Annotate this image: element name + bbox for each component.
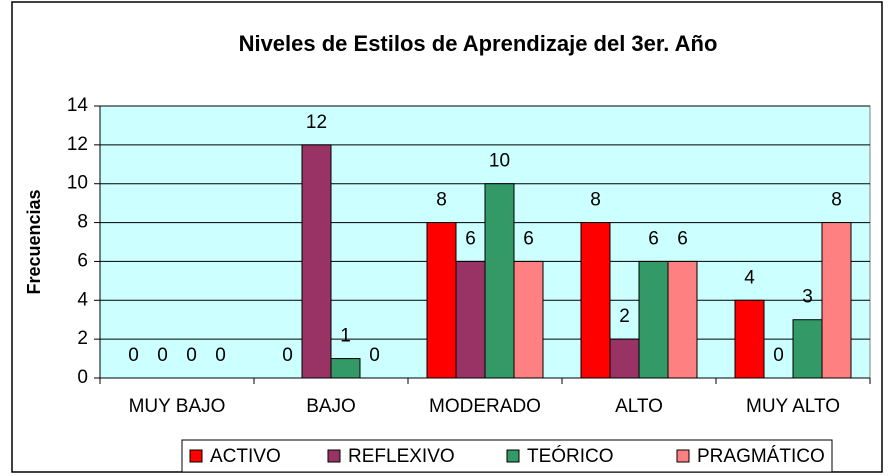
- legend-label: TEÓRICO: [527, 445, 614, 467]
- bar: [455, 260, 486, 379]
- value-label: 12: [306, 112, 327, 133]
- bar: [580, 222, 611, 379]
- value-label: 0: [128, 345, 139, 366]
- value-label: 6: [465, 228, 476, 249]
- bar: [609, 338, 640, 379]
- x-tick-label: ALTO: [615, 396, 663, 417]
- legend-swatch: [189, 449, 203, 463]
- y-tick-label: 4: [77, 289, 88, 310]
- value-label: 0: [215, 345, 226, 366]
- chart-title: Niveles de Estilos de Aprendizaje del 3e…: [239, 31, 718, 56]
- y-axis-label: Frecuencias: [24, 189, 44, 294]
- value-label: 8: [436, 190, 447, 211]
- legend-label: PRAGMÁTICO: [697, 446, 825, 467]
- value-label: 0: [282, 345, 293, 366]
- legend-swatch: [506, 449, 520, 463]
- bar: [667, 260, 698, 379]
- value-label: 1: [340, 326, 351, 347]
- y-tick-label: 6: [77, 250, 88, 271]
- value-label: 0: [369, 345, 380, 366]
- value-label: 0: [773, 345, 784, 366]
- value-label: 10: [489, 151, 510, 172]
- bar: [426, 222, 457, 379]
- bar: [734, 299, 765, 379]
- value-label: 6: [523, 228, 534, 249]
- bar: [301, 144, 332, 379]
- y-tick-label: 0: [77, 367, 88, 388]
- value-label: 0: [157, 345, 168, 366]
- legend-swatch: [327, 449, 341, 463]
- bar: [638, 260, 669, 379]
- bar: [484, 183, 515, 379]
- x-tick-label: BAJO: [306, 396, 356, 417]
- value-label: 6: [648, 228, 659, 249]
- bar: [792, 319, 823, 379]
- x-tick-label: MODERADO: [429, 396, 541, 417]
- y-tick-label: 2: [77, 328, 88, 349]
- y-tick-label: 8: [77, 212, 88, 233]
- legend-label: REFLEXIVO: [348, 446, 455, 467]
- legend-box: [181, 439, 833, 473]
- legend-swatch: [676, 449, 690, 463]
- y-tick-label: 14: [67, 95, 89, 116]
- y-tick-label: 10: [67, 173, 88, 194]
- value-label: 6: [677, 228, 688, 249]
- bar: [821, 222, 852, 379]
- value-label: 2: [619, 306, 630, 327]
- value-label: 3: [802, 287, 813, 308]
- value-label: 8: [590, 190, 601, 211]
- value-label: 4: [744, 267, 755, 288]
- value-label: 8: [831, 190, 842, 211]
- x-tick-label: MUY BAJO: [129, 396, 226, 417]
- bar: [330, 358, 361, 379]
- y-tick-label: 12: [67, 134, 88, 155]
- bar: [513, 260, 544, 379]
- legend-label: ACTIVO: [210, 446, 281, 467]
- value-label: 0: [186, 345, 197, 366]
- x-tick-label: MUY ALTO: [746, 396, 840, 417]
